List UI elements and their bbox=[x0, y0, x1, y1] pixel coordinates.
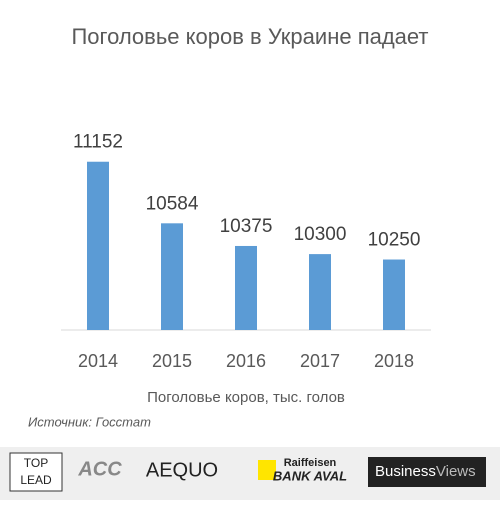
x-tick-label: 2015 bbox=[152, 351, 192, 371]
bar bbox=[309, 254, 331, 330]
bar bbox=[235, 245, 257, 330]
bar bbox=[383, 259, 405, 330]
logo: AEQUO bbox=[146, 459, 218, 481]
x-axis-label: Поголовье коров, тыс. голов bbox=[147, 389, 345, 406]
value-label: 10375 bbox=[220, 216, 273, 237]
footer: TOP LEAD ACC AEQUO Raiffeisen BANK AVAL … bbox=[0, 447, 500, 500]
logo: Raiffeisen bbox=[284, 457, 337, 469]
value-label: 10584 bbox=[146, 193, 199, 214]
logo-mark bbox=[258, 460, 276, 480]
logo: BANK AVAL bbox=[273, 468, 347, 483]
logo: Business bbox=[375, 463, 436, 480]
chart-title: Поголовье коров в Украине падает bbox=[71, 24, 428, 49]
logo-box bbox=[368, 457, 486, 487]
value-label: 10300 bbox=[294, 224, 347, 245]
x-tick-label: 2014 bbox=[78, 351, 118, 371]
logo: LEAD bbox=[20, 473, 52, 487]
logo: ACC bbox=[77, 458, 122, 480]
bar bbox=[161, 223, 183, 330]
value-label: 10250 bbox=[368, 230, 421, 251]
value-label: 11152 bbox=[73, 132, 123, 153]
x-tick-label: 2016 bbox=[226, 351, 266, 371]
logo: TOP bbox=[24, 456, 48, 470]
logo: BusinessViews bbox=[375, 463, 476, 480]
x-tick-label: 2018 bbox=[374, 351, 414, 371]
x-tick-label: 2017 bbox=[300, 351, 340, 371]
source: Источник: Госстат bbox=[28, 414, 151, 429]
logo: Views bbox=[436, 463, 476, 480]
logo-box bbox=[9, 452, 63, 492]
bar bbox=[87, 161, 109, 330]
